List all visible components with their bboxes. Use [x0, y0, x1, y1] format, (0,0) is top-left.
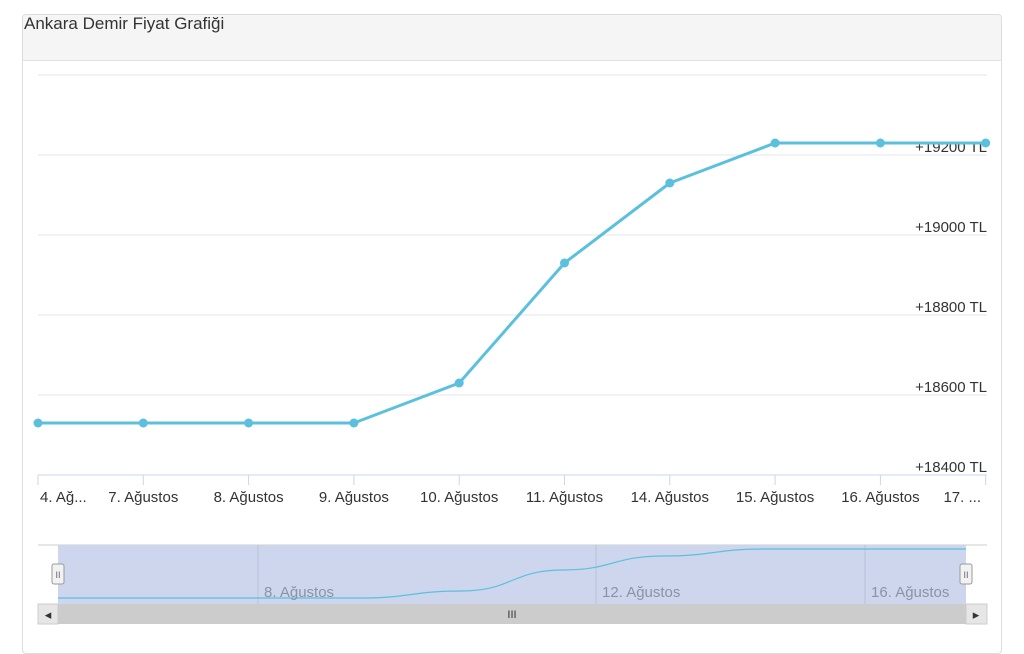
data-point[interactable]	[770, 138, 780, 148]
series-line	[38, 141, 986, 425]
data-point[interactable]	[33, 418, 43, 428]
panel-title: Ankara Demir Fiyat Grafiği	[24, 14, 225, 33]
y-tick-label: +18600 TL	[915, 379, 987, 396]
x-tick-label: 16. Ağustos	[841, 489, 919, 506]
scroll-left-arrow-icon[interactable]: ◂	[45, 607, 52, 622]
data-point[interactable]	[560, 258, 569, 268]
navigator-label: 16. Ağustos	[871, 584, 949, 601]
data-point[interactable]	[981, 138, 991, 148]
y-tick-label: +19000 TL	[915, 219, 987, 236]
x-tick-label: 4. Ağ...	[40, 489, 87, 506]
data-point[interactable]	[138, 418, 148, 428]
scrollbar-thumb[interactable]	[58, 604, 966, 624]
handle-grip-icon: II	[963, 570, 968, 580]
navigator-label: 12. Ağustos	[602, 584, 680, 601]
navigator-right-handle[interactable]	[959, 563, 973, 585]
navigator-series-line	[58, 548, 966, 599]
scrollbar-left-button[interactable]	[37, 603, 59, 625]
scroll-right-arrow-icon[interactable]: ▸	[973, 607, 980, 622]
x-tick-label: 10. Ağustos	[420, 489, 498, 506]
data-point[interactable]	[875, 138, 885, 148]
data-point[interactable]	[665, 178, 675, 188]
x-tick-label: 14. Ağustos	[631, 489, 709, 506]
navigator-left-handle[interactable]	[51, 563, 65, 585]
data-point[interactable]	[454, 378, 464, 388]
y-tick-label: +18800 TL	[915, 299, 987, 316]
navigator-selected-range[interactable]	[58, 545, 966, 604]
panel-header	[23, 15, 1001, 61]
x-tick-label: 7. Ağustos	[108, 489, 178, 506]
y-tick-label: +18400 TL	[915, 459, 987, 476]
scrollbar-grip-icon: III	[507, 609, 516, 621]
scrollbar-right-button[interactable]	[965, 603, 988, 625]
data-point[interactable]	[244, 418, 254, 428]
handle-grip-icon: II	[55, 570, 60, 580]
x-tick-label: 9. Ağustos	[319, 489, 389, 506]
data-point[interactable]	[349, 418, 359, 428]
x-tick-label: 15. Ağustos	[736, 489, 814, 506]
price-chart: +18400 TL+18600 TL+18800 TL+19000 TL+192…	[33, 74, 991, 625]
x-tick-label: 17. ...	[943, 489, 981, 506]
navigator-label: 8. Ağustos	[264, 584, 334, 601]
x-tick-label: 11. Ağustos	[526, 489, 603, 506]
x-tick-label: 8. Ağustos	[214, 489, 284, 506]
